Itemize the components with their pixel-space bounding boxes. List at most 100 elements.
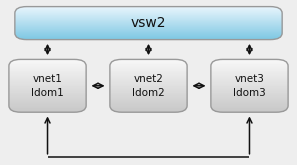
Bar [9,74,86,75]
Bar [211,67,288,68]
Bar [15,36,282,37]
Bar [9,105,86,106]
Bar [15,37,282,38]
FancyArrowPatch shape [45,45,50,54]
Bar [9,98,86,99]
Bar [9,95,86,96]
Bar [110,94,187,95]
Bar [110,105,187,106]
Bar [9,86,86,88]
Bar [211,76,288,77]
Bar [9,88,86,89]
Bar [211,75,288,76]
Bar [9,80,86,81]
Text: vnet1
ldom1: vnet1 ldom1 [31,74,64,98]
Bar [211,90,288,91]
Bar [15,17,282,18]
Bar [110,101,187,102]
Bar [15,20,282,21]
Bar [211,74,288,75]
Bar [211,87,288,88]
Bar [110,91,187,92]
Bar [211,98,288,99]
Bar [110,88,187,89]
Bar [110,106,187,107]
Bar [211,83,288,84]
Bar [9,61,86,62]
FancyArrowPatch shape [247,45,252,54]
Bar [110,96,187,97]
Bar [110,68,187,69]
FancyBboxPatch shape [9,59,86,112]
Bar [15,22,282,23]
Bar [15,30,282,31]
Bar [9,80,86,81]
Bar [110,102,187,103]
Bar [110,70,187,71]
Bar [9,59,86,60]
Bar [211,69,288,70]
Bar [15,9,282,10]
Bar [110,73,187,74]
Bar [110,103,187,104]
Bar [9,90,86,91]
Bar [110,109,187,110]
Bar [211,109,288,110]
Bar [15,18,282,19]
Bar [9,94,86,95]
Bar [110,64,187,65]
Bar [15,39,282,40]
Bar [211,89,288,90]
Bar [9,102,86,103]
Bar [9,81,86,82]
Bar [9,110,86,111]
Bar [9,77,86,78]
Bar [211,80,288,81]
Bar [110,65,187,66]
Bar [9,89,86,90]
Bar [211,59,288,60]
Bar [15,14,282,15]
Bar [211,72,288,73]
Bar [9,76,86,77]
Bar [110,93,187,94]
Bar [15,11,282,12]
Bar [110,71,187,72]
Bar [15,27,282,28]
Bar [110,107,187,108]
Bar [110,62,187,63]
Bar [15,21,282,22]
Bar [9,63,86,64]
Bar [15,12,282,13]
Bar [9,69,86,70]
Bar [110,81,187,82]
Bar [15,24,282,25]
Bar [9,79,86,80]
Bar [9,82,86,83]
Bar [211,61,288,62]
Bar [9,107,86,108]
Bar [15,8,282,9]
Bar [110,100,187,101]
Bar [15,17,282,18]
Bar [15,23,282,24]
Bar [211,97,288,98]
Bar [15,28,282,29]
Bar [15,32,282,33]
Bar [9,104,86,105]
Bar [9,106,86,107]
Bar [110,95,187,96]
Bar [211,86,288,87]
Bar [211,79,288,80]
Bar [110,92,187,93]
Bar [15,15,282,16]
Bar [110,84,187,85]
Bar [15,29,282,30]
Bar [211,78,288,79]
Bar [9,109,86,110]
Bar [9,99,86,100]
Bar [15,22,282,23]
Bar [211,94,288,96]
Bar [15,34,282,35]
Bar [15,6,282,7]
